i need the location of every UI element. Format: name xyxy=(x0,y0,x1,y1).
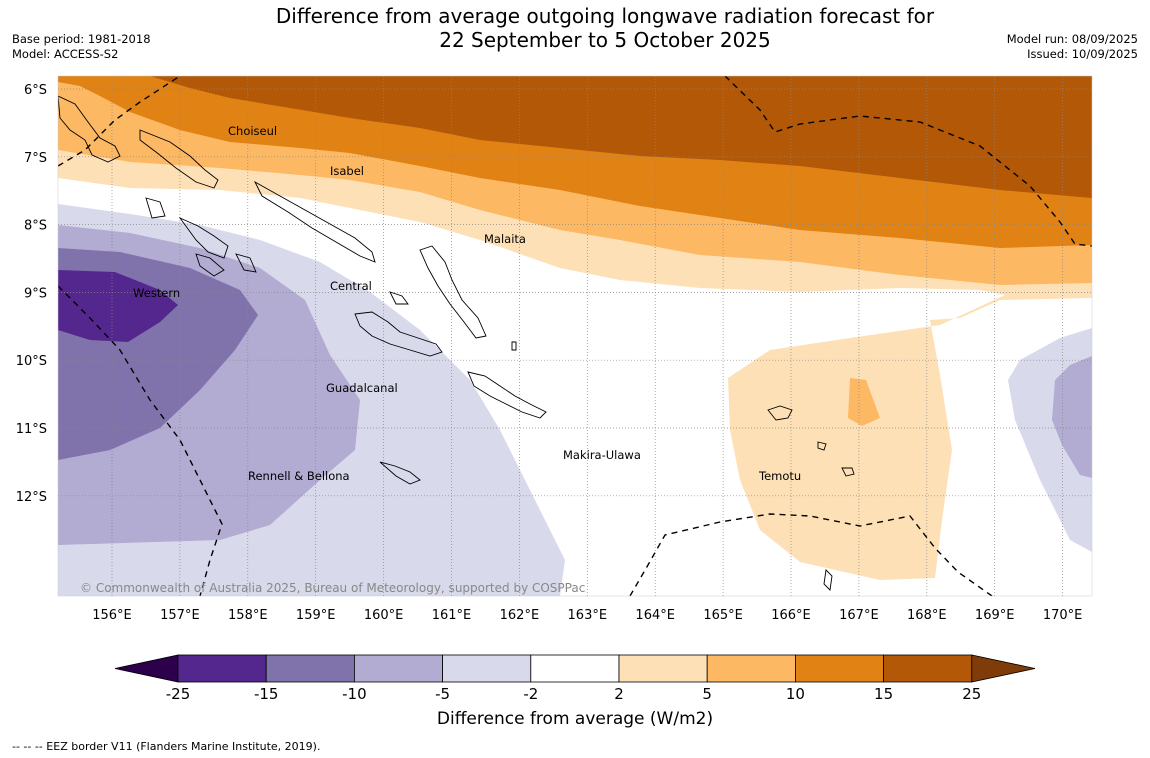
latitude-label: 9°S xyxy=(24,286,47,301)
contour-temotu-high xyxy=(848,378,880,426)
colorbar-extend-high xyxy=(971,654,1036,683)
model-run: Model run: 08/09/2025 xyxy=(1006,32,1138,46)
label-central: Central xyxy=(330,279,372,293)
colorbar-swatch xyxy=(883,654,973,683)
eez-border-note: -- -- -- EEZ border V11 (Flanders Marine… xyxy=(12,740,321,753)
longitude-labels: 156°E 157°E 158°E 159°E 160°E 161°E 162°E 163°E… xyxy=(92,608,1082,623)
label-temotu: Temotu xyxy=(758,469,801,483)
map-frame xyxy=(57,75,1093,597)
colorbar-swatch xyxy=(530,654,620,683)
colorbar-tick-label: -25 xyxy=(165,685,191,703)
latitude-label: 12°S xyxy=(16,490,47,505)
colorbar-tick-label: -2 xyxy=(523,685,539,703)
longitude-label: 168°E xyxy=(907,608,947,623)
longitude-label: 156°E xyxy=(92,608,132,623)
longitude-label: 162°E xyxy=(500,608,540,623)
map-area: Choiseul Isabel Malaita Western Central … xyxy=(58,76,1092,596)
colorbar-swatch xyxy=(265,654,355,683)
colorbar-tick-label: 5 xyxy=(702,685,712,703)
colorbar-swatch xyxy=(353,654,443,683)
colorbar-extend-low xyxy=(114,654,179,683)
contour-band-15-25 xyxy=(150,76,1092,198)
label-rennell-bellona: Rennell & Bellona xyxy=(248,469,350,483)
meta-left: Base period: 1981-2018 Model: ACCESS-S2 xyxy=(12,32,151,62)
latitude-label: 8°S xyxy=(24,219,47,234)
colorbar-tick-label: -5 xyxy=(435,685,451,703)
longitude-label: 158°E xyxy=(228,608,268,623)
label-makira-ulawa: Makira-Ulawa xyxy=(563,448,641,462)
label-western: Western xyxy=(133,286,180,300)
colorbar-tick-label: 10 xyxy=(785,685,805,703)
issued-date: Issued: 10/09/2025 xyxy=(1027,47,1138,61)
colorbar-swatch xyxy=(795,654,885,683)
longitude-label: 157°E xyxy=(160,608,200,623)
map-title-line2: 22 September to 5 October 2025 xyxy=(439,28,771,52)
longitude-label: 165°E xyxy=(703,608,743,623)
contour-east-neg10-neg5 xyxy=(1052,356,1092,478)
longitude-label: 167°E xyxy=(839,608,879,623)
latitude-label: 10°S xyxy=(16,354,47,369)
label-isabel: Isabel xyxy=(330,164,364,178)
colorbar-tick-label: -15 xyxy=(253,685,279,703)
longitude-label: 164°E xyxy=(635,608,675,623)
colorbar-tick-label: 15 xyxy=(874,685,894,703)
meta-right: Model run: 08/09/2025 Issued: 10/09/2025 xyxy=(1007,32,1138,62)
province-labels: Choiseul Isabel Malaita Western Central … xyxy=(133,124,801,483)
label-malaita: Malaita xyxy=(484,232,526,246)
graticule xyxy=(58,76,1092,596)
colorbar-label: Difference from average (W/m2) xyxy=(436,709,714,729)
model-name: Model: ACCESS-S2 xyxy=(12,47,119,61)
latitude-label: 6°S xyxy=(24,83,47,98)
longitude-label: 166°E xyxy=(771,608,811,623)
copyright-notice: © Commonwealth of Australia 2025, Bureau… xyxy=(80,581,585,595)
colorbar-swatch xyxy=(706,654,796,683)
colorbar-tick-label: 25 xyxy=(962,685,982,703)
eez-borders xyxy=(58,76,1092,596)
map-title-line1: Difference from average outgoing longwav… xyxy=(275,4,935,28)
longitude-label: 170°E xyxy=(1043,608,1083,623)
label-guadalcanal: Guadalcanal xyxy=(326,381,398,395)
longitude-label: 163°E xyxy=(568,608,608,623)
longitude-label: 160°E xyxy=(364,608,404,623)
colorbar xyxy=(114,654,1036,683)
longitude-label: 169°E xyxy=(975,608,1015,623)
colorbar-tick-label: -10 xyxy=(342,685,367,703)
coastlines xyxy=(58,95,855,591)
colorbar-swatch xyxy=(442,654,532,683)
longitude-label: 161°E xyxy=(432,608,472,623)
latitude-label: 11°S xyxy=(16,422,47,437)
colorbar-swatch xyxy=(618,654,708,683)
contour-band-neg25-neg15 xyxy=(58,270,178,342)
colorbar-tick-label: 2 xyxy=(614,685,624,703)
latitude-labels: 6°S 7°S 8°S 9°S 10°S 11°S 12°S xyxy=(16,83,47,505)
label-choiseul: Choiseul xyxy=(228,124,277,138)
latitude-label: 7°S xyxy=(24,151,47,166)
longitude-label: 159°E xyxy=(296,608,336,623)
base-period: Base period: 1981-2018 xyxy=(12,32,151,46)
colorbar-swatch xyxy=(177,654,267,683)
